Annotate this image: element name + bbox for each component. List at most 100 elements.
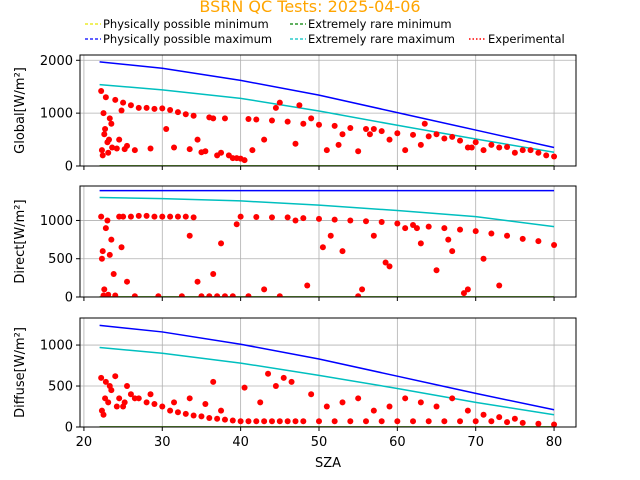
experimental-point (101, 131, 108, 138)
experimental-point (308, 115, 315, 122)
experimental-point (118, 107, 125, 114)
experimental-point (102, 395, 109, 402)
y-tick-label: 0 (65, 421, 73, 436)
experimental-point (98, 407, 105, 414)
experimental-point (284, 214, 291, 221)
experimental-point (109, 144, 116, 151)
experimental-point (98, 255, 105, 262)
experimental-point (366, 131, 373, 138)
experimental-point (433, 267, 440, 274)
experimental-point (218, 240, 225, 247)
experimental-point (167, 407, 174, 414)
experimental-point (410, 418, 417, 425)
experimental-point (382, 259, 389, 266)
experimental-point (543, 152, 550, 159)
experimental-point (151, 401, 158, 408)
experimental-point (174, 409, 181, 416)
experimental-point (551, 241, 558, 248)
experimental-point (292, 140, 299, 147)
experimental-point (102, 225, 109, 232)
experimental-point (131, 293, 138, 297)
experimental-point (268, 214, 275, 221)
legend-label-rare-min: Extremely rare minimum (308, 17, 452, 31)
experimental-point (292, 418, 299, 425)
experimental-point (98, 147, 105, 154)
experimental-point (171, 399, 178, 406)
experimental-point (118, 244, 125, 251)
legend-entry-experimental: Experimental (469, 32, 565, 46)
experimental-point (182, 410, 189, 417)
experimental-point (378, 418, 385, 425)
experimental-point (347, 124, 354, 131)
experimental-point (355, 293, 362, 297)
experimental-point (504, 232, 511, 239)
experimental-point (167, 106, 174, 113)
experimental-point (359, 286, 366, 293)
legend-entry-rare-max: Extremely rare maximum (290, 32, 455, 46)
experimental-point (355, 395, 362, 402)
experimental-point (229, 293, 236, 297)
experimental-point (257, 399, 264, 406)
experimental-point (225, 152, 232, 159)
x-tick-label: 20 (76, 435, 93, 450)
experimental-point (210, 115, 217, 122)
experimental-point (472, 139, 479, 146)
experimental-point (202, 401, 209, 408)
rare-max-line (99, 83, 555, 153)
axes-frame (79, 317, 577, 428)
experimental-point (167, 213, 174, 220)
experimental-point (331, 216, 338, 223)
experimental-point (124, 383, 131, 390)
experimental-point (113, 403, 120, 410)
experimental-point (221, 115, 228, 122)
experimental-point (378, 128, 385, 135)
experimental-point (155, 293, 162, 297)
experimental-point (245, 115, 252, 122)
experimental-point (190, 112, 197, 119)
experimental-point (98, 87, 105, 94)
experimental-point (315, 418, 322, 425)
experimental-point (331, 418, 338, 425)
experimental-point (163, 126, 170, 132)
experimental-point (315, 121, 322, 128)
panels: 010002000Global[W/m²]05001000Direct[W/m²… (13, 54, 577, 450)
experimental-point (206, 293, 213, 297)
experimental-point (519, 419, 526, 426)
legend-label-experimental: Experimental (488, 32, 565, 46)
experimental-point (441, 225, 448, 232)
experimental-point (331, 122, 338, 129)
experimental-point (218, 407, 225, 414)
experimental-point (143, 104, 150, 111)
experimental-point (551, 153, 558, 160)
experimental-point (151, 105, 158, 112)
experimental-point (127, 391, 134, 398)
experimental-point (480, 411, 487, 418)
experimental-point (457, 226, 464, 233)
y-tick-label: 0 (65, 160, 73, 175)
experimental-point (464, 286, 471, 293)
experimental-point (433, 131, 440, 138)
experimental-point (441, 418, 448, 425)
experimental-point (121, 399, 128, 406)
experimental-point (319, 244, 326, 251)
experimental-point (363, 218, 370, 225)
experimental-point (101, 286, 108, 293)
experimental-point (347, 418, 354, 425)
experimental-point (370, 407, 377, 414)
experimental-point (323, 403, 330, 410)
experimental-point (370, 126, 377, 132)
panel-0: 0 1000 2000 Global[W/m²] (13, 54, 577, 175)
experimental-point (214, 293, 221, 297)
experimental-point (535, 149, 542, 156)
axes-frame (79, 54, 577, 167)
y-tick-label: 1000 (40, 339, 73, 354)
legend-label-rare-max: Extremely rare maximum (308, 32, 455, 46)
experimental-point (315, 215, 322, 222)
experimental-point (100, 110, 107, 117)
experimental-point (100, 292, 107, 297)
experimental-point (131, 147, 138, 154)
experimental-point (339, 248, 346, 255)
experimental-point (339, 399, 346, 406)
experimental-point (276, 418, 283, 425)
